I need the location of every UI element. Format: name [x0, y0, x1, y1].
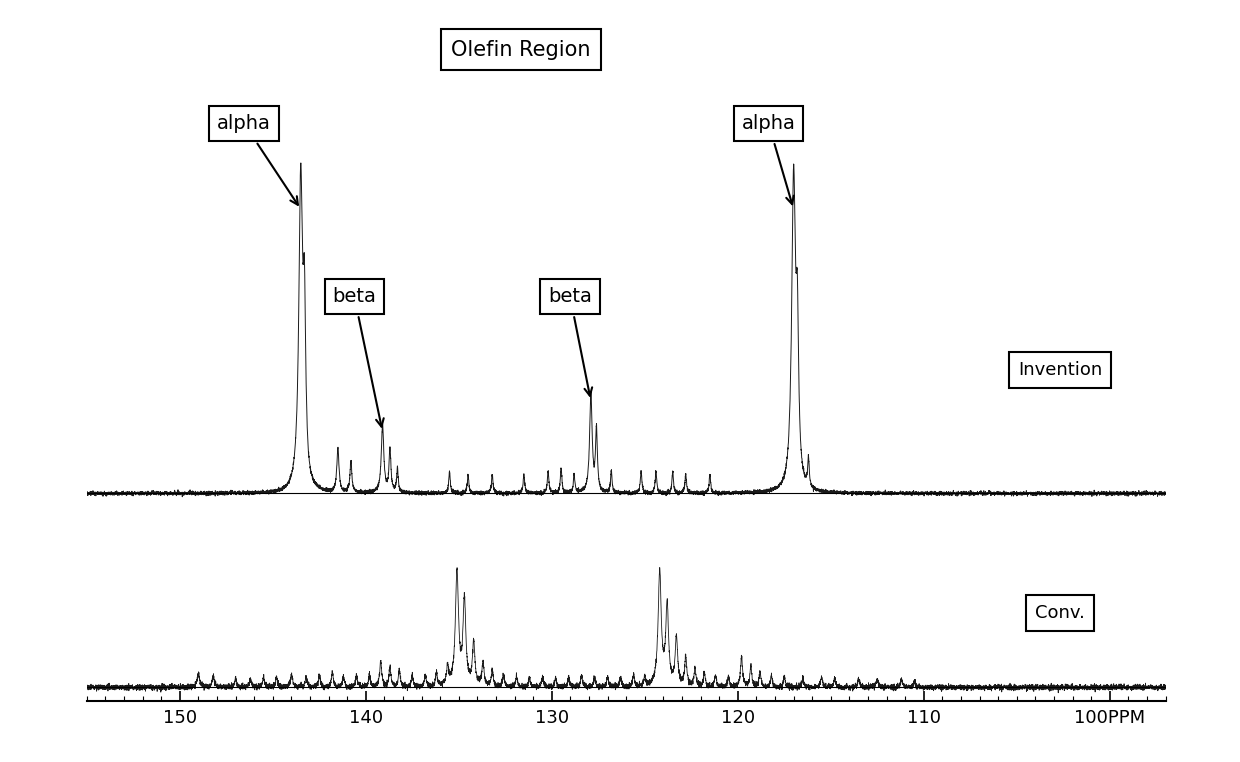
Text: alpha: alpha — [217, 114, 298, 205]
Text: beta: beta — [332, 287, 383, 427]
Text: alpha: alpha — [742, 114, 795, 204]
Text: beta: beta — [548, 287, 593, 395]
Text: Invention: Invention — [1018, 360, 1102, 379]
Text: Olefin Region: Olefin Region — [451, 40, 590, 59]
Text: Conv.: Conv. — [1035, 604, 1085, 623]
